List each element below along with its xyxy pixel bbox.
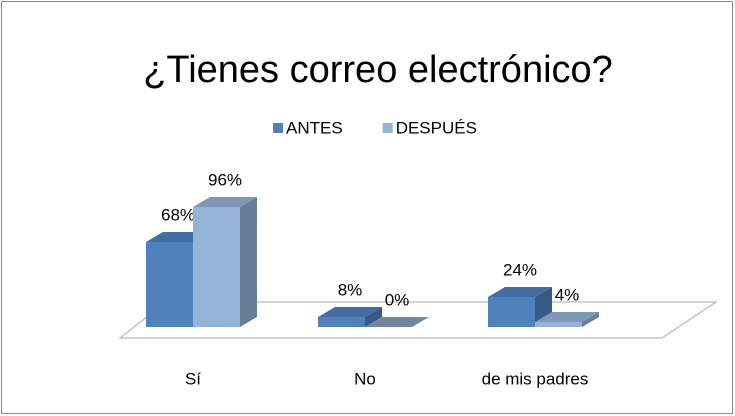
legend-label: ANTES bbox=[286, 118, 343, 137]
bar-front bbox=[535, 322, 582, 327]
value-label: 96% bbox=[208, 170, 242, 189]
bar-top bbox=[193, 197, 257, 207]
bar-top bbox=[318, 307, 382, 317]
bar-front bbox=[318, 317, 365, 327]
bar-front bbox=[146, 242, 193, 327]
legend-swatch bbox=[273, 123, 283, 133]
bar bbox=[318, 307, 382, 327]
x-tick-label: de mis padres bbox=[482, 369, 589, 388]
bar bbox=[365, 317, 429, 327]
bar-front bbox=[193, 207, 240, 327]
bar bbox=[535, 312, 599, 327]
value-label: 4% bbox=[555, 285, 580, 304]
chart-title: ¿Tienes correo electrónico? bbox=[143, 49, 613, 91]
bar-side bbox=[240, 197, 257, 327]
value-label: 8% bbox=[338, 280, 363, 299]
bar-top bbox=[365, 317, 429, 327]
x-tick-label: No bbox=[354, 369, 376, 388]
bar-top bbox=[488, 287, 552, 297]
value-label: 0% bbox=[385, 290, 410, 309]
value-label: 24% bbox=[503, 260, 537, 279]
value-label: 68% bbox=[161, 205, 195, 224]
x-tick-label: Sí bbox=[185, 369, 201, 388]
bar-side bbox=[582, 312, 599, 327]
legend-swatch bbox=[382, 123, 393, 133]
bar bbox=[193, 197, 257, 327]
bar-front bbox=[488, 297, 535, 327]
bar-top bbox=[535, 312, 599, 322]
bar-side bbox=[365, 307, 382, 327]
legend-label: DESPUÉS bbox=[396, 118, 477, 137]
